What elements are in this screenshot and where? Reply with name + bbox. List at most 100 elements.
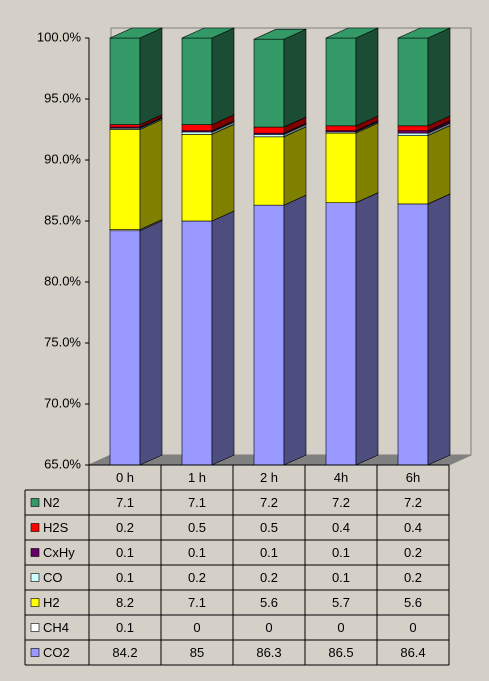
bar-segment-side xyxy=(427,193,451,466)
bar-top xyxy=(181,27,235,39)
x-tick-label: 4h xyxy=(334,470,348,485)
legend-swatch xyxy=(30,648,40,657)
bar-segment-side xyxy=(355,192,379,466)
legend-swatch xyxy=(30,523,40,532)
bar-segment xyxy=(181,37,213,125)
bar-segment xyxy=(397,132,429,136)
data-label: 86.5 xyxy=(328,645,353,660)
data-label: 84.2 xyxy=(112,645,137,660)
legend-label: H2S xyxy=(43,520,69,535)
data-label: 7.1 xyxy=(188,495,206,510)
data-label: 0.4 xyxy=(332,520,350,535)
data-label: 0.5 xyxy=(260,520,278,535)
data-label: 0.4 xyxy=(404,520,422,535)
bar-segment xyxy=(325,132,357,204)
y-tick-label: 90.0% xyxy=(44,151,81,166)
legend-label: CO xyxy=(43,570,63,585)
x-tick-label: 1 h xyxy=(188,470,206,485)
bar-segment xyxy=(397,125,429,132)
legend-label: H2 xyxy=(43,595,60,610)
bar-segment xyxy=(397,37,429,127)
x-tick-label: 0 h xyxy=(116,470,134,485)
bar-segment xyxy=(253,204,285,466)
data-label: 86.3 xyxy=(256,645,281,660)
bar-top xyxy=(109,27,163,39)
bar-segment xyxy=(181,134,213,222)
bar-segment xyxy=(325,202,357,466)
bar-segment-side xyxy=(139,220,163,466)
bar-segment-side xyxy=(355,27,379,127)
data-label: 0.2 xyxy=(116,520,134,535)
legend-swatch xyxy=(30,598,40,607)
bar-segment-side xyxy=(283,194,307,466)
bar-segment xyxy=(325,37,357,127)
data-label: 0.1 xyxy=(332,570,350,585)
data-label: 0.1 xyxy=(116,620,134,635)
data-label: 0.5 xyxy=(188,520,206,535)
y-tick-label: 75.0% xyxy=(44,334,81,349)
y-tick-label: 70.0% xyxy=(44,395,81,410)
legend-swatch xyxy=(30,623,40,632)
x-tick-label: 6h xyxy=(406,470,420,485)
data-label: 0 xyxy=(337,620,344,635)
bar-segment xyxy=(109,124,141,128)
bar-segment-side xyxy=(211,210,235,466)
bar-top xyxy=(325,27,379,39)
bar-segment xyxy=(325,125,357,132)
y-tick-label: 65.0% xyxy=(44,456,81,471)
data-label: 7.2 xyxy=(332,495,350,510)
legend-label: CO2 xyxy=(43,645,70,660)
bar-segment-side xyxy=(283,28,307,128)
bar-top xyxy=(253,28,307,40)
y-tick-label: 95.0% xyxy=(44,90,81,105)
data-label: 0.1 xyxy=(260,545,278,560)
data-label: 0.2 xyxy=(404,570,422,585)
y-tick-label: 85.0% xyxy=(44,212,81,227)
legend-swatch xyxy=(30,573,40,582)
bar-top xyxy=(397,27,451,39)
bar-segment xyxy=(397,130,429,134)
data-label: 8.2 xyxy=(116,595,134,610)
data-label: 86.4 xyxy=(400,645,425,660)
y-tick-label: 80.0% xyxy=(44,273,81,288)
bar-segment-side xyxy=(139,119,163,231)
data-label: 85 xyxy=(190,645,204,660)
bar-segment xyxy=(181,124,213,132)
data-label: 7.2 xyxy=(404,495,422,510)
legend-label: N2 xyxy=(43,495,60,510)
data-label: 0.2 xyxy=(188,570,206,585)
bar-segment xyxy=(253,134,285,138)
legend-swatch xyxy=(30,548,40,557)
bar-segment xyxy=(397,203,429,466)
data-label: 0 xyxy=(193,620,200,635)
bar-segment xyxy=(181,220,213,466)
bar-segment-side xyxy=(211,27,235,126)
legend-label: CxHy xyxy=(43,545,75,560)
data-label: 7.1 xyxy=(116,495,134,510)
data-label: 5.7 xyxy=(332,595,350,610)
bar-segment-side xyxy=(283,126,307,206)
data-label: 5.6 xyxy=(260,595,278,610)
bar-segment xyxy=(181,131,213,135)
x-tick-label: 2 h xyxy=(260,470,278,485)
data-label: 0.1 xyxy=(332,545,350,560)
bar-segment xyxy=(109,129,141,230)
bar-segment-side xyxy=(355,122,379,204)
bar-segment xyxy=(397,135,429,205)
bar-segment xyxy=(109,230,141,466)
bar-segment xyxy=(253,136,285,206)
bar-segment-side xyxy=(427,125,451,205)
data-label: 7.1 xyxy=(188,595,206,610)
data-label: 0 xyxy=(265,620,272,635)
bar-segment-side xyxy=(139,27,163,126)
data-label: 0.1 xyxy=(116,545,134,560)
bar-segment-side xyxy=(211,123,235,222)
legend-swatch xyxy=(30,498,40,507)
data-label: 0.2 xyxy=(404,545,422,560)
legend-label: CH4 xyxy=(43,620,69,635)
data-label: 0.1 xyxy=(116,570,134,585)
data-label: 5.6 xyxy=(404,595,422,610)
bar-segment xyxy=(253,126,285,134)
